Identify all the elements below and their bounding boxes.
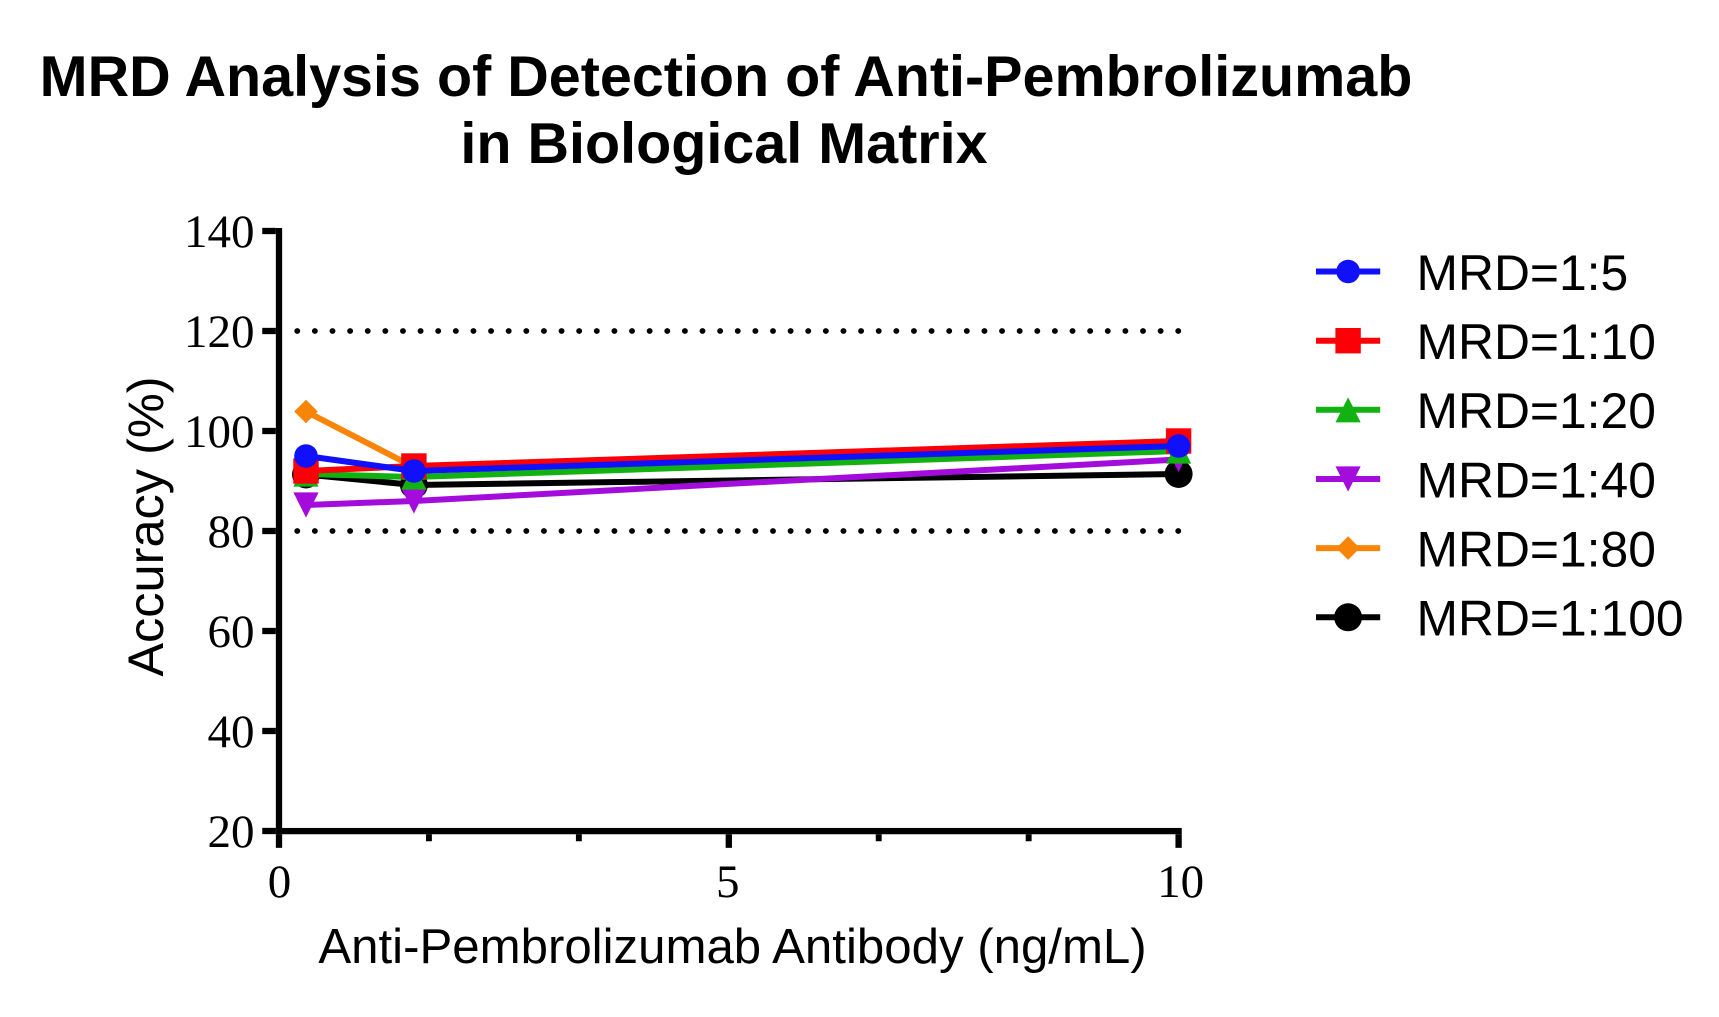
svg-text:20: 20	[208, 806, 255, 858]
svg-text:120: 120	[184, 306, 255, 358]
svg-text:MRD Analysis of Detection of A: MRD Analysis of Detection of Anti-Pembro…	[40, 45, 1413, 109]
svg-text:0: 0	[268, 856, 292, 908]
svg-text:Accuracy (%): Accuracy (%)	[117, 376, 174, 676]
svg-text:60: 60	[208, 606, 255, 658]
svg-text:MRD=1:10: MRD=1:10	[1417, 314, 1656, 370]
svg-text:MRD=1:80: MRD=1:80	[1417, 522, 1656, 578]
svg-text:100: 100	[184, 406, 255, 458]
svg-text:MRD=1:20: MRD=1:20	[1417, 383, 1656, 439]
svg-text:MRD=1:5: MRD=1:5	[1417, 245, 1629, 301]
svg-text:40: 40	[208, 706, 255, 758]
svg-text:10: 10	[1157, 856, 1204, 908]
svg-text:80: 80	[208, 506, 255, 558]
svg-text:MRD=1:100: MRD=1:100	[1417, 591, 1684, 647]
svg-text:140: 140	[184, 206, 255, 258]
svg-text:MRD=1:40: MRD=1:40	[1417, 452, 1656, 508]
svg-text:in Biological Matrix: in Biological Matrix	[460, 112, 987, 176]
svg-text:Anti-Pembrolizumab Antibody (n: Anti-Pembrolizumab Antibody (ng/mL)	[318, 919, 1146, 974]
svg-text:5: 5	[716, 856, 740, 908]
